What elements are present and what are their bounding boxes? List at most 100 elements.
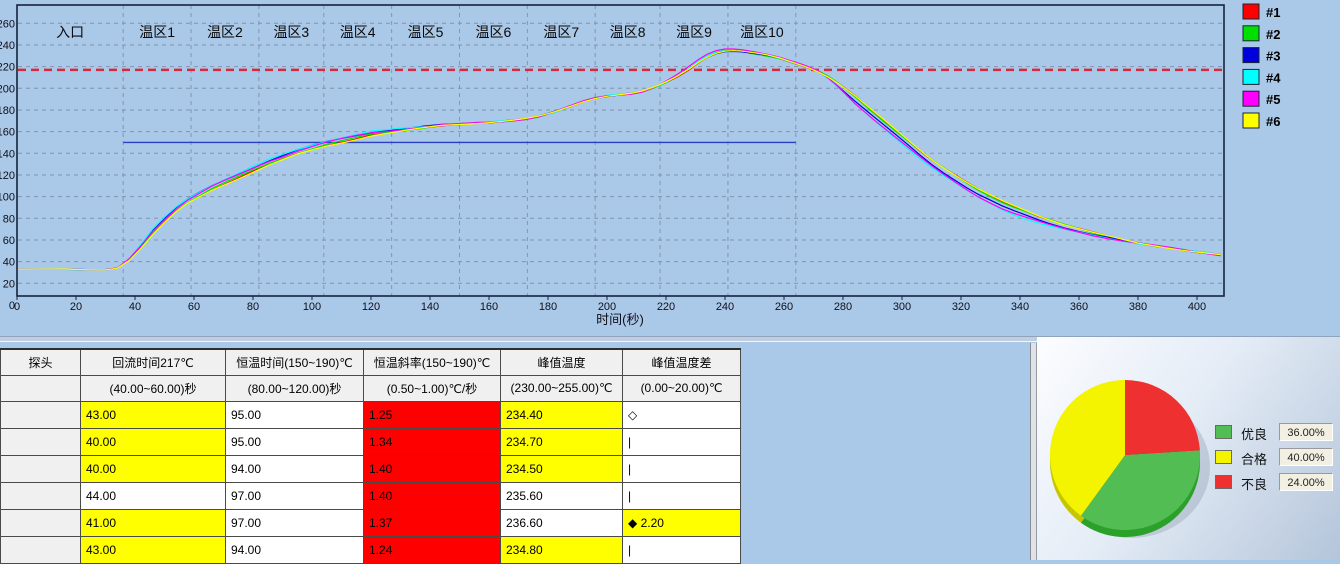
value-cell: | [622,535,741,564]
pie-legend-swatch [1215,475,1232,489]
legend-label: #3 [1266,49,1280,64]
value-cell: 97.00 [225,481,364,510]
zone-label: 温区4 [340,24,376,40]
pie-legend-percent: 36.00% [1279,423,1333,441]
y-tick-label: 40 [3,257,15,269]
value-cell: 43.00 [80,400,226,429]
value-cell: 234.80 [500,535,623,564]
gridlines [18,5,1224,296]
value-cell: 94.00 [225,454,364,483]
pie-slice-合格 [1049,380,1125,516]
x-tick-label: 120 [362,301,380,313]
x-tick-label: 400 [1188,301,1206,313]
y-tick-label: 160 [0,127,15,139]
probe-curve-4 [17,48,1221,271]
value-cell: | [622,427,741,456]
table-row[interactable]: 40.00 95.00 1.34 234.70 | [0,427,741,456]
column-header: 探头 [0,348,81,376]
pie-legend-row: 合格 40.00% [1215,448,1340,467]
column-header: 峰值温度差 [622,348,741,376]
value-cell: 40.00 [80,454,226,483]
pie-slice-不良 [1125,380,1200,455]
probe-cell [0,400,81,429]
x-tick-label: 240 [716,301,734,313]
column-range-header: (40.00~60.00)秒 [80,374,226,402]
value-cell: 97.00 [225,508,364,537]
x-tick-label: 360 [1070,301,1088,313]
x-tick-label: 200 [598,301,616,313]
value-cell: 40.00 [80,427,226,456]
value-cell: 235.60 [500,481,623,510]
temperature-chart-panel: 入口 温区1 温区2 温区3 温区4 温区5 温区6 温区7 温区8 温区9 温区10 0 20 40 60… [0,3,1282,327]
x-tick-label: 280 [834,301,852,313]
legend-label: #2 [1266,27,1280,42]
column-range-header: (0.50~1.00)℃/秒 [363,374,501,402]
y-tick-label: 200 [0,83,15,95]
value-cell: 1.34 [363,427,501,456]
y-tick-label: 20 [3,278,15,290]
x-tick-label: 140 [421,301,439,313]
value-cell: 234.40 [500,400,623,429]
table-row[interactable]: 43.00 95.00 1.25 234.40 ◇ [0,400,741,429]
x-tick-label: 60 [188,301,200,313]
value-cell: 236.60 [500,508,623,537]
x-tick-label: 300 [893,301,911,313]
zone-label: 温区8 [610,24,646,40]
value-cell: 1.37 [363,508,501,537]
x-tick-label: 20 [70,301,82,313]
x-tick-label: 100 [303,301,321,313]
y-tick-label: 60 [3,235,15,247]
y-tick-label: 180 [0,105,15,117]
y-tick-label: 240 [0,40,15,52]
probe-curve-3 [16,50,1221,271]
value-cell: 234.70 [500,427,623,456]
x-tick-label: 180 [539,301,557,313]
y-tick-label: 120 [0,170,15,182]
legend-label: #6 [1266,114,1280,129]
zone-label: 温区2 [207,24,243,40]
value-cell: | [622,481,741,510]
table-row[interactable]: 43.00 94.00 1.24 234.80 | [0,535,741,564]
x-tick-label: 340 [1011,301,1029,313]
value-cell: 1.25 [363,400,501,429]
y-tick-label: 220 [0,62,15,74]
zone-label: 温区1 [139,24,175,40]
legend-swatch [1242,25,1260,42]
table-row[interactable]: 40.00 94.00 1.40 234.50 | [0,454,741,483]
quality-pie-panel: 优良 36.00% 合格 40.00% 不良 24.00% [1037,337,1340,560]
value-cell: | [622,454,741,483]
x-tick-label: 160 [480,301,498,313]
x-tick-label: 380 [1129,301,1147,313]
probe-cell [0,454,81,483]
legend-swatch [1242,3,1260,20]
legend-swatch [1242,112,1260,129]
legend-label: #4 [1266,70,1281,85]
table-row[interactable]: 44.00 97.00 1.40 235.60 | [0,481,741,510]
x-axis-title: 时间(秒) [596,312,644,327]
results-table: 探头 回流时间217℃ 恒温时间(150~190)℃ 恒温斜率(150~190)℃ 峰值… [0,348,741,564]
probe-curve-6 [16,50,1221,271]
zone-label: 温区3 [273,24,309,40]
x-tick-label: 220 [657,301,675,313]
pie-slice-优良 [1080,450,1201,531]
y-tick-label: 0 [9,300,15,312]
table-row[interactable]: 41.00 97.00 1.37 236.60 ◆ 2.20 [0,508,741,537]
results-table-panel: 探头 回流时间217℃ 恒温时间(150~190)℃ 恒温斜率(150~190)℃ 峰值… [0,343,1030,564]
column-header: 恒温斜率(150~190)℃ [363,348,501,376]
zone-label: 温区7 [543,24,579,40]
x-tick-label: 40 [129,301,141,313]
probe-curve-5 [16,48,1221,271]
panel-divider [0,336,1340,342]
pie-legend-swatch [1215,450,1232,464]
probe-curve-2 [16,50,1221,271]
y-tick-label: 260 [0,18,15,30]
probe-curve-1 [16,49,1221,271]
pie-legend-swatch [1215,425,1232,439]
zone-label: 温区9 [676,24,712,40]
x-tick-label: 0 [14,301,20,313]
zone-labels: 入口 温区1 温区2 温区3 温区4 温区5 温区6 温区7 温区8 温区9 温区10 [56,24,784,40]
legend-swatch [1242,68,1260,85]
zone-label: 入口 [56,24,84,40]
column-header: 峰值温度 [500,348,623,376]
